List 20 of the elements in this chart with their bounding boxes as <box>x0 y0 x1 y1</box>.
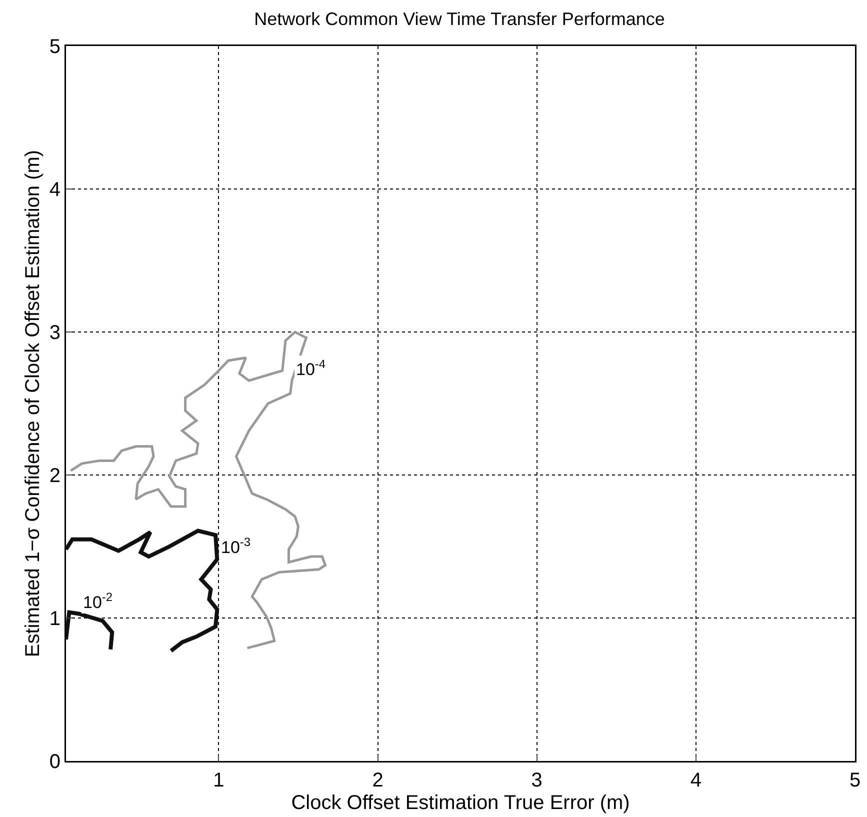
x-tick-label: 4 <box>690 770 702 792</box>
annotation: 10$^{-3}$ <box>221 535 251 558</box>
x-axis-title: Clock Offset Estimation True Error (m) <box>291 792 630 814</box>
y-axis-title: Estimated 1−σ Confidence of Clock Offset Estimation (m) <box>22 150 44 658</box>
x-tick-label: 5 <box>849 770 861 792</box>
x-tick-label: 2 <box>372 770 384 792</box>
x-tick-label: 3 <box>531 770 542 792</box>
line-series <box>70 330 327 650</box>
annotation: 10$^{-4}$ <box>296 357 326 380</box>
annotation: 10$^{-2}$ <box>83 590 113 612</box>
y-tick-label: 0 <box>49 751 60 773</box>
y-tick-label: 2 <box>49 465 60 487</box>
y-tick-label: 1 <box>49 608 60 630</box>
y-tick-label: 4 <box>49 179 60 201</box>
chart-title: Network Common View Time Transfer Performance <box>254 8 665 29</box>
line-series <box>66 528 220 653</box>
y-tick-label: 3 <box>49 322 60 344</box>
y-tick-label: 5 <box>49 36 60 58</box>
x-tick-label: 1 <box>213 770 224 792</box>
line-series <box>66 610 114 652</box>
